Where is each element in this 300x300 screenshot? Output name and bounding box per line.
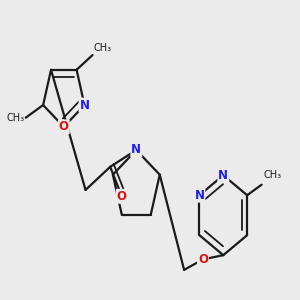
Text: CH₃: CH₃ xyxy=(263,170,281,181)
Text: O: O xyxy=(117,190,127,203)
Text: CH₃: CH₃ xyxy=(6,113,24,123)
Text: O: O xyxy=(59,120,69,134)
Text: CH₃: CH₃ xyxy=(94,43,112,53)
Text: N: N xyxy=(194,189,204,202)
Text: N: N xyxy=(80,99,89,112)
Text: O: O xyxy=(198,253,208,266)
Text: N: N xyxy=(218,169,228,182)
Text: N: N xyxy=(131,143,141,157)
